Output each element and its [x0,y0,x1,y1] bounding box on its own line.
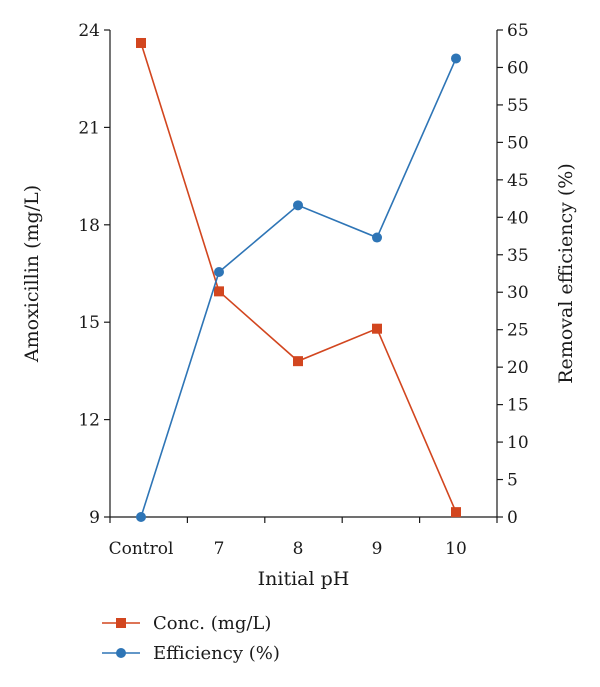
right-y-tick-label: 60 [507,58,529,78]
right-y-tick-label: 40 [507,208,529,228]
x-tick-label: 7 [214,539,225,559]
series-line-0 [140,42,457,513]
right-y-tick-label: 5 [507,471,518,491]
efficiency-point [451,53,461,64]
conc-point [214,286,224,297]
conc-point [293,356,303,367]
left-y-tick-label: 9 [89,508,100,528]
right-y-tick-label: 15 [507,396,529,416]
legend-efficiency-circle-marker [116,648,126,658]
legend-item-conc: Conc. (mg/L) [102,613,271,634]
left-y-tick-label: 24 [78,21,100,41]
right-y-tick-label: 55 [507,96,529,116]
right-y-tick-label: 30 [507,283,529,303]
right-y-tick-label: 10 [507,433,529,453]
left-y-axis-title: Amoxicillin (mg/L) [21,185,43,363]
series-line-1 [140,58,457,518]
conc-point [372,323,382,334]
x-tick-label: Control [109,539,174,559]
left-y-tick-label: 12 [78,411,100,431]
right-y-tick-label: 25 [507,321,529,341]
x-tick-label: 9 [372,539,383,559]
right-y-ticks: 0 5 10 15 20 25 30 35 40 45 50 55 60 65 [497,21,529,528]
legend-conc-label: Conc. (mg/L) [153,613,271,634]
left-y-tick-label: 21 [78,118,100,138]
efficiency-point [372,232,382,243]
right-y-tick-label: 65 [507,21,529,41]
x-tick-label: 10 [445,539,467,559]
right-y-axis-title: Removal efficiency (%) [555,163,577,384]
legend-conc-square-marker [116,618,126,628]
legend-efficiency-label: Efficiency (%) [153,643,280,664]
left-y-tick-label: 18 [78,216,100,236]
series-layer [136,37,461,522]
axes [109,30,498,518]
conc-point [136,37,146,48]
legend-item-efficiency: Efficiency (%) [102,643,280,664]
right-y-tick-label: 20 [507,358,529,378]
legend: Conc. (mg/L) Efficiency (%) [102,613,280,664]
efficiency-point [136,512,146,522]
right-y-tick-label: 45 [507,171,529,191]
right-y-tick-label: 0 [507,508,518,528]
right-y-tick-label: 35 [507,246,529,266]
right-y-tick-label: 50 [507,133,529,153]
efficiency-point [214,267,224,278]
x-tick-label: 8 [293,539,304,559]
efficiency-point [293,200,303,211]
x-axis-title: Initial pH [258,568,350,590]
conc-point [451,507,461,518]
left-y-tick-label: 15 [78,313,100,333]
x-ticks: Control 7 8 9 10 [109,517,498,559]
left-y-ticks: 9 12 15 18 21 24 [78,21,110,528]
